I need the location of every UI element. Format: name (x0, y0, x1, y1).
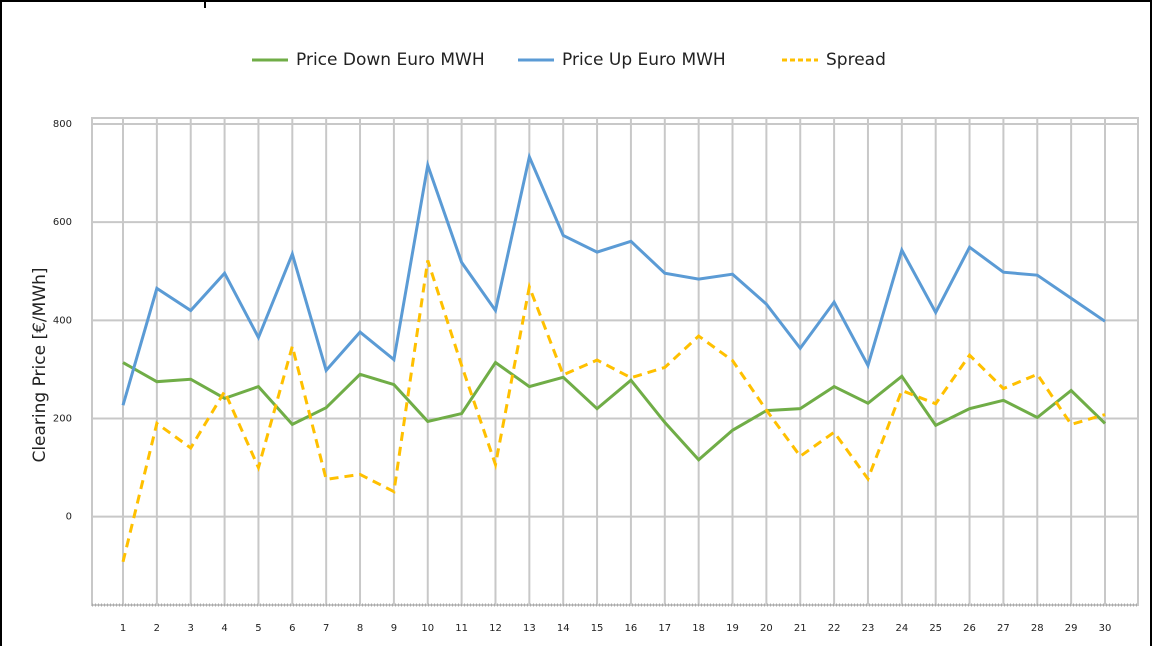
y-tick-label: 400 (53, 315, 72, 326)
data-line (121, 152, 1106, 406)
x-tick-label: 17 (658, 623, 671, 634)
x-tick-label: 16 (625, 623, 638, 634)
x-tick-label: 13 (523, 623, 536, 634)
x-tick-label: 10 (421, 623, 434, 634)
x-tick-label: 8 (357, 623, 363, 634)
y-axis-title: Clearing Price [€/MWh] (30, 267, 50, 462)
x-tick-label: 26 (963, 623, 976, 634)
x-tick-label: 18 (692, 623, 705, 634)
x-tick-label: 6 (289, 623, 295, 634)
x-tick-label: 15 (591, 623, 604, 634)
x-tick-label: 29 (1065, 623, 1078, 634)
x-tick-label: 22 (828, 623, 841, 634)
x-tick-label: 28 (1031, 623, 1044, 634)
x-tick-label: 7 (323, 623, 329, 634)
data-line (121, 259, 1106, 563)
y-tick-label: 0 (66, 512, 72, 523)
legend-label: Price Up Euro MWH (562, 50, 726, 70)
y-tick-label: 200 (53, 413, 72, 424)
x-tick-label: 14 (557, 623, 570, 634)
y-tick-label: 600 (53, 217, 72, 228)
x-tick-label: 11 (455, 623, 468, 634)
x-tick-label: 9 (391, 623, 397, 634)
x-tick-label: 12 (489, 623, 502, 634)
x-tick-label: 24 (895, 623, 908, 634)
x-tick-label: 30 (1099, 623, 1112, 634)
x-tick-label: 27 (997, 623, 1010, 634)
x-tick-label: 25 (929, 623, 942, 634)
x-tick-label: 5 (255, 623, 261, 634)
x-tick-label: 21 (794, 623, 807, 634)
x-tick-label: 3 (188, 623, 194, 634)
x-tick-label: 19 (726, 623, 739, 634)
data-line (122, 360, 1107, 462)
legend-label: Price Down Euro MWH (296, 50, 485, 70)
x-tick-label: 4 (221, 623, 227, 634)
legend-label: Spread (826, 50, 886, 70)
x-tick-label: 23 (862, 623, 875, 634)
x-tick-label: 2 (154, 623, 160, 634)
x-tick-label: 20 (760, 623, 773, 634)
y-tick-label: 800 (53, 119, 72, 130)
x-tick-label: 1 (120, 623, 126, 634)
